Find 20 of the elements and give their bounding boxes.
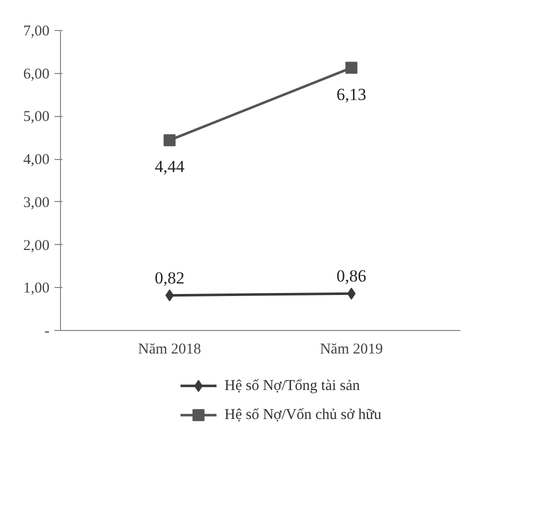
x-tick-label: Năm 2019 bbox=[320, 342, 383, 358]
point bbox=[164, 134, 176, 146]
y-tick-label: 6,00 bbox=[23, 66, 50, 82]
data-label: 0,82 bbox=[154, 268, 184, 288]
x-tick-label: Năm 2018 bbox=[138, 342, 202, 358]
point bbox=[165, 289, 174, 302]
point bbox=[345, 62, 358, 74]
legend-label: Hệ số Nợ/Vốn chủ sở hữu bbox=[224, 407, 382, 424]
data-label: 4,44 bbox=[154, 157, 185, 176]
y-tick-label: 3,00 bbox=[23, 194, 50, 211]
y-tick-label: 7,00 bbox=[23, 24, 50, 40]
y-tick-label: 4,00 bbox=[23, 152, 50, 168]
y-tick-label: - bbox=[44, 324, 50, 340]
y-tick-label: 1,00 bbox=[23, 280, 50, 297]
y-tick-label: 2,00 bbox=[23, 238, 50, 254]
legend-label: Hệ số Nợ/Tổng tài sản bbox=[224, 378, 360, 394]
y-tick-label: 5,00 bbox=[23, 109, 50, 126]
data-label: 0,86 bbox=[336, 266, 366, 286]
point bbox=[347, 288, 356, 300]
data-label: 6,13 bbox=[336, 84, 366, 104]
